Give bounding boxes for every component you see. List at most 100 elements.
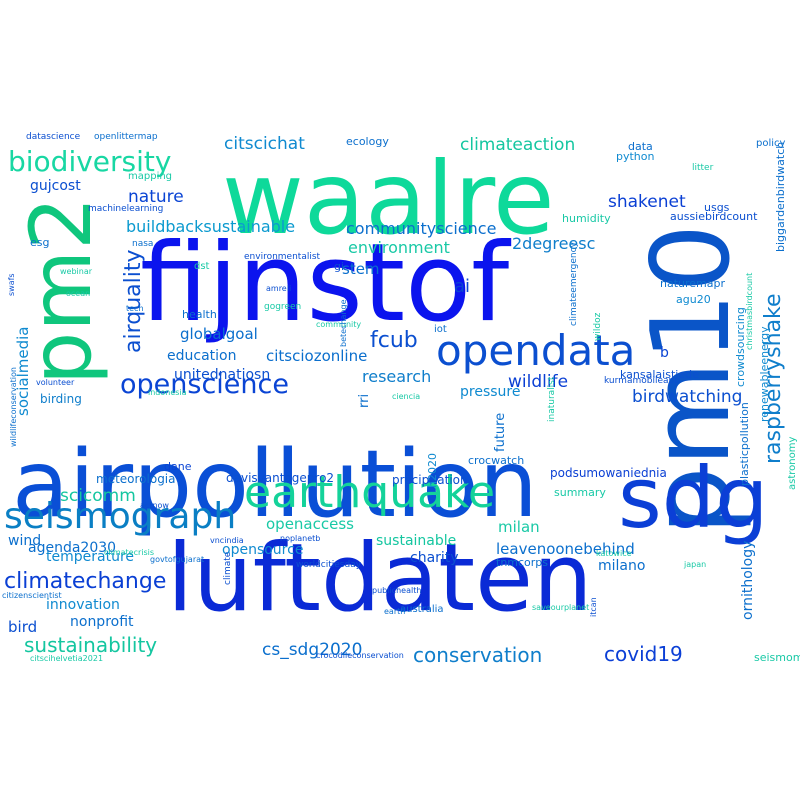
cloud-word-birdwatching: birdwatching bbox=[632, 387, 742, 407]
cloud-word-seismograph: seismograph bbox=[4, 496, 236, 537]
cloud-word-community: community bbox=[316, 320, 361, 329]
cloud-word-astronomy: astronomy bbox=[787, 437, 798, 490]
cloud-word-webinar: webinar bbox=[60, 267, 93, 276]
cloud-word-waalre: waalre bbox=[222, 140, 555, 257]
cloud-word-research: research bbox=[362, 367, 431, 386]
cloud-word-covid19: covid19 bbox=[604, 642, 683, 666]
cloud-word-davisvantagepro2: davisvantagepro2 bbox=[226, 471, 334, 485]
cloud-word-climate: climate bbox=[223, 551, 233, 585]
cloud-word-climatechange: climatechange bbox=[4, 569, 166, 594]
cloud-word-socialmedia: socialmedia bbox=[14, 327, 32, 417]
cloud-word-inaturalist: inaturalist bbox=[547, 376, 557, 422]
cloud-word-vncindia: vncindia bbox=[210, 536, 244, 545]
cloud-word-publichealth: publichealth bbox=[372, 586, 421, 595]
cloud-word-stem: stem bbox=[342, 260, 380, 278]
cloud-word-sdg: sdg bbox=[618, 449, 768, 547]
cloud-word-podsumowaniednia: podsumowaniednia bbox=[550, 466, 667, 480]
cloud-word-wind: wind bbox=[8, 533, 41, 549]
cloud-word-earth: earth bbox=[384, 607, 405, 616]
cloud-word-climatecrisis: climatecrisis bbox=[104, 548, 154, 557]
cloud-word-b: b bbox=[660, 345, 669, 361]
cloud-word-amreli: amreli bbox=[266, 284, 291, 293]
cloud-word-iot: iot bbox=[434, 324, 447, 335]
cloud-word-machinelearning: machinelearning bbox=[88, 204, 163, 214]
cloud-word-wildlifeconservation: wildlifeconservation bbox=[9, 367, 18, 447]
cloud-word-h2020: h2020 bbox=[426, 453, 439, 488]
cloud-word-pm2: pm2 bbox=[12, 196, 110, 385]
cloud-word-data: data bbox=[628, 140, 653, 153]
cloud-word-dst: dst bbox=[194, 261, 210, 272]
cloud-word-usgs: usgs bbox=[704, 201, 730, 214]
cloud-word-openlittermap: openlittermap bbox=[94, 132, 158, 142]
cloud-word-conservation: conservation bbox=[413, 643, 542, 667]
cloud-word-renewableenergy: renewableenergy bbox=[758, 326, 771, 422]
cloud-word-ocean: ocean bbox=[66, 289, 90, 298]
cloud-word-earthquake: earthquake bbox=[244, 467, 495, 518]
cloud-word-noplanetb: noplanetb bbox=[280, 534, 320, 543]
cloud-word-shakenet: shakenet bbox=[608, 192, 686, 212]
cloud-word-future: future bbox=[493, 413, 508, 452]
cloud-word-rri: rri bbox=[357, 394, 372, 408]
cloud-word-mapping: mapping bbox=[128, 171, 172, 182]
cloud-word-fcub: fcub bbox=[370, 328, 418, 353]
cloud-word-airquality: airquality bbox=[121, 249, 146, 353]
cloud-word-education: education bbox=[167, 348, 236, 364]
cloud-word-esg: esg bbox=[30, 236, 49, 249]
cloud-word-pressure: pressure bbox=[460, 384, 520, 400]
cloud-word-raspberryshake: raspberryshake bbox=[761, 293, 786, 464]
cloud-word-itcan: itcan bbox=[589, 597, 598, 617]
cloud-word-temperature: temperature bbox=[46, 549, 134, 565]
cloud-word-tech: tech bbox=[126, 304, 144, 313]
cloud-word-climateemergency: climateemergency bbox=[569, 241, 579, 326]
cloud-word-2degreesc: 2degreesc bbox=[512, 234, 595, 253]
cloud-word-ecology: ecology bbox=[346, 135, 389, 148]
cloud-word-naturemapr: naturemapr bbox=[660, 277, 725, 290]
cloud-word-biodiversity: biodiversity bbox=[8, 145, 171, 178]
cloud-word-australia: australia bbox=[400, 604, 444, 615]
cloud-word-policy: policy bbox=[756, 138, 786, 149]
cloud-word-citscichat: citscichat bbox=[224, 134, 305, 154]
cloud-word-gi: gi bbox=[334, 260, 344, 273]
cloud-word-milan: milan bbox=[498, 518, 540, 536]
cloud-word-tnmcorps: tnmcorps bbox=[496, 556, 548, 569]
cloud-word-citizenscientist: citizenscientist bbox=[2, 591, 62, 600]
cloud-word-luftdaten: luftdaten bbox=[167, 524, 593, 633]
cloud-word-charity: charity bbox=[410, 550, 459, 566]
cloud-word-communityscience: communityscience bbox=[346, 219, 496, 238]
cloud-word-datascience: datascience bbox=[26, 132, 81, 142]
cloud-word-health: health bbox=[182, 308, 217, 321]
cloud-word-ai: ai bbox=[454, 276, 470, 297]
cloud-word-kansalaistiede: kansalaistiede bbox=[620, 368, 699, 381]
cloud-word-christmasbirdcount: christmasbirdcount bbox=[745, 273, 754, 350]
cloud-word-crocodileconservation: crocodileconservation bbox=[316, 651, 404, 660]
cloud-word-citscihelvetia2021: citscihelvetia2021 bbox=[30, 654, 103, 663]
cloud-word-opendata: opendata bbox=[436, 326, 635, 375]
cloud-word-citsciozonline: citsciozonline bbox=[266, 347, 367, 365]
cloud-word-unitednatiosn: unitednatiosn bbox=[174, 367, 270, 383]
cloud-word-nasa: nasa bbox=[132, 239, 153, 249]
cloud-word-biggardenbirdwatch: biggardenbirdwatch bbox=[774, 142, 787, 252]
cloud-word-summary: summary bbox=[554, 486, 606, 499]
cloud-word-actnow: actnow bbox=[140, 501, 169, 510]
cloud-word-govtofgujarat: govtofgujarat bbox=[150, 555, 204, 564]
cloud-word-climateaction: climateaction bbox=[460, 135, 575, 155]
cloud-word-openaccess: openaccess bbox=[266, 515, 354, 533]
cloud-word-volunteer: volunteer bbox=[36, 378, 75, 387]
cloud-word-birding: birding bbox=[40, 392, 82, 406]
cloud-word-airpollution: airpollution bbox=[12, 430, 538, 538]
cloud-word-agenda2030: agenda2030 bbox=[28, 540, 116, 556]
cloud-word-environment: environment bbox=[348, 238, 450, 257]
cloud-word-buildbacksustainable: buildbacksustainable bbox=[126, 217, 295, 236]
cloud-word-innovation: innovation bbox=[46, 597, 120, 613]
cloud-word-seismometer: seismometer bbox=[754, 651, 800, 664]
cloud-word-wildlife: wildlife bbox=[508, 372, 568, 392]
cloud-word-gogreen: gogreen bbox=[264, 302, 301, 312]
cloud-word-dane: dane bbox=[164, 460, 192, 473]
cloud-word-humidity: humidity bbox=[562, 212, 611, 225]
cloud-word-milano: milano bbox=[598, 558, 645, 574]
cloud-word-bird: bird bbox=[8, 618, 37, 636]
cloud-word-nature: nature bbox=[128, 187, 184, 207]
cloud-word-indonesia: indonesia bbox=[148, 388, 187, 397]
cloud-word-ciencia: ciencia bbox=[392, 392, 420, 401]
